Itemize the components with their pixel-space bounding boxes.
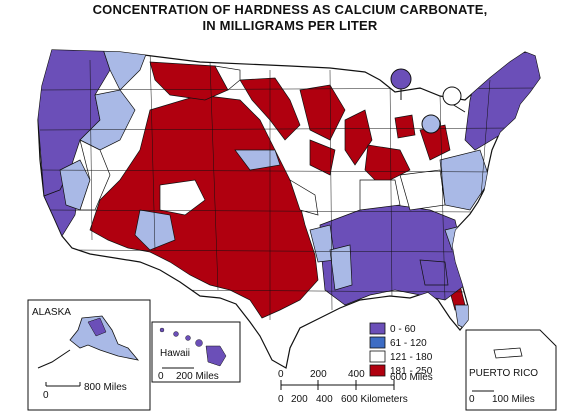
- hawaii-island-oahu: [173, 331, 179, 337]
- region-georgia-soft: [419, 259, 449, 286]
- lake-superior-circle: [390, 68, 412, 90]
- main-scale-bar: 0 200 400 600 Miles 0 200 400 600 Kilome…: [278, 369, 433, 405]
- region-montana-white: [214, 65, 241, 91]
- legend-swatch-181-250: [369, 364, 386, 377]
- legend-swatch-61-120: [369, 336, 386, 349]
- alaska-scale-zero: 0: [43, 390, 49, 401]
- aleutian-chain: [37, 349, 71, 369]
- lake-huron-leader: [451, 103, 466, 113]
- region-michigan-hard: [394, 114, 416, 139]
- hawaii-scale-zero: 0: [158, 371, 164, 382]
- scale-miles-label: 600 Miles: [390, 372, 433, 383]
- region-kansas-white: [289, 179, 319, 216]
- map-title: CONCENTRATION OF HARDNESS AS CALCIUM CAR…: [0, 2, 580, 34]
- alaska-label: ALASKA: [32, 307, 71, 318]
- puerto-rico-inset-frame: [465, 329, 557, 411]
- scale-miles-tick-2: 400: [348, 369, 365, 380]
- puerto-rico-scale-label: 100 Miles: [492, 394, 535, 405]
- region-louisiana-light: [329, 244, 353, 291]
- legend-label-121-180: 121 - 180: [390, 352, 433, 363]
- region-arizona-light: [134, 209, 176, 251]
- hawaii-island-molokai: [185, 335, 191, 341]
- puerto-rico-scale-zero: 0: [469, 394, 475, 405]
- region-wisconsin-hard: [344, 109, 373, 166]
- legend: 0 - 60 61 - 120 121 - 180 181 - 250: [369, 322, 433, 377]
- scale-km-tick-0: 0: [278, 394, 284, 405]
- alaska-inset: ALASKA 0 800 Miles: [27, 299, 151, 411]
- lake-michigan-circle: [421, 114, 441, 134]
- great-lakes-callouts: [390, 68, 466, 134]
- scale-km-tick-2: 400: [316, 394, 333, 405]
- hawaii-scale-label: 200 Miles: [176, 371, 219, 382]
- region-missouri-white: [359, 179, 401, 211]
- legend-swatch-0-60: [369, 322, 386, 335]
- region-iowa-hard: [309, 139, 336, 176]
- puerto-rico-inset: PUERTO RICO 0 100 Miles: [465, 329, 557, 411]
- lake-huron-circle: [442, 86, 462, 106]
- puerto-rico-shape: [493, 347, 523, 359]
- map-title-line-2: IN MILLIGRAMS PER LITER: [202, 18, 378, 33]
- hawaii-inset: Hawaii 0 200 Miles: [151, 321, 241, 383]
- region-new-england-soft: [464, 50, 540, 151]
- basin-boundaries-east-west: [39, 87, 540, 293]
- legend-swatch-121-180: [369, 350, 386, 363]
- puerto-rico-label: PUERTO RICO: [469, 368, 538, 379]
- hawaii-island-maui: [195, 339, 203, 347]
- basin-boundaries-north-south: [89, 50, 491, 320]
- alaska-scale-label: 800 Miles: [84, 382, 127, 393]
- region-illinois-indiana-hard: [364, 144, 411, 186]
- hawaii-island-kauai: [159, 327, 165, 333]
- legend-label-0-60: 0 - 60: [390, 324, 416, 335]
- region-nebraska-light: [234, 149, 281, 171]
- hawaii-label: Hawaii: [160, 348, 190, 359]
- scale-miles-tick-1: 200: [310, 369, 327, 380]
- region-oregon-light: [79, 89, 136, 151]
- map-title-line-1: CONCENTRATION OF HARDNESS AS CALCIUM CAR…: [92, 2, 488, 17]
- hardness-regions: [38, 50, 540, 331]
- legend-label-181-250: 181 - 250: [390, 366, 433, 377]
- alaska-shape: [69, 315, 140, 361]
- scale-km-label: 600 Kilometers: [341, 394, 408, 405]
- scale-miles-tick-0: 0: [278, 369, 284, 380]
- hawaii-inset-frame: [151, 321, 241, 383]
- scale-km-tick-1: 200: [291, 394, 308, 405]
- region-utah-white: [159, 179, 206, 216]
- region-minnesota-hard: [299, 84, 346, 141]
- legend-label-61-120: 61 - 120: [390, 338, 427, 349]
- hawaii-island-big-island: [205, 345, 227, 367]
- alaska-soft-region: [87, 317, 107, 337]
